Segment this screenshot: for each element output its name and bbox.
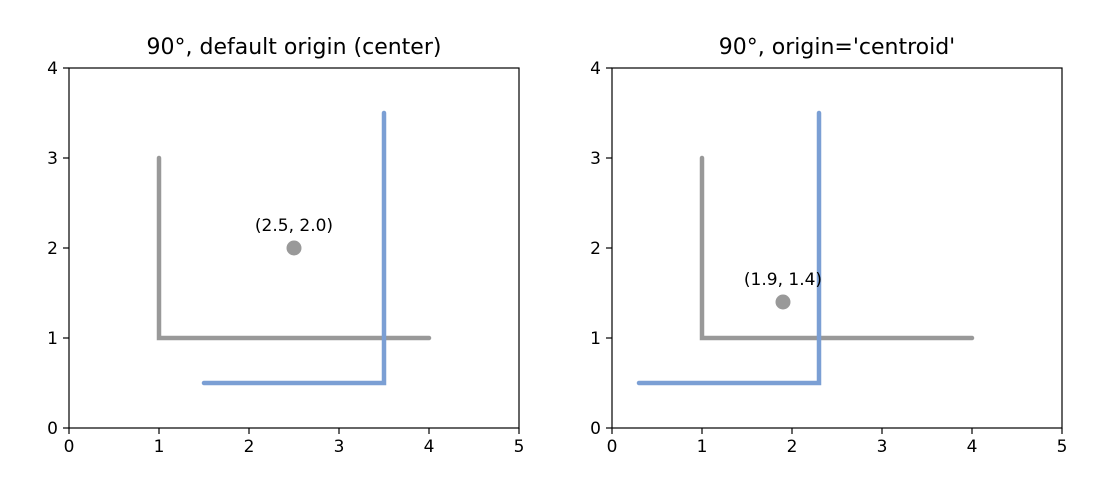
point-annotation: (2.5, 2.0) [255,216,333,236]
x-tick-label: 2 [787,437,798,457]
y-tick-label: 0 [590,419,601,439]
y-tick-label: 3 [590,149,601,169]
x-tick-label: 5 [1057,437,1068,457]
x-tick-label: 3 [877,437,888,457]
y-tick-label: 4 [590,59,601,79]
series-line-1 [156,155,432,341]
chart-panel-1: 90°, default origin (center) (2.5, 2.0) 0 1… [47,35,524,457]
centroid-point [286,240,302,256]
x-tick-label: 5 [514,437,525,457]
y-tick-label: 2 [47,239,58,259]
x-tick-label: 1 [154,437,165,457]
x-tick-label: 3 [334,437,345,457]
chart-panel-2: 90°, origin='centroid' (1.9, 1.4) 0 1 2 3 4 5 0 1… [590,35,1067,457]
x-tick-label: 4 [967,437,978,457]
y-tick-label: 2 [590,239,601,259]
y-tick-label: 4 [47,59,58,79]
axes-frame [611,67,1063,429]
chart-title: 90°, default origin (center) [147,35,442,60]
series-line-2 [636,110,822,386]
x-tick-label: 0 [64,437,75,457]
y-tick-label: 0 [47,419,58,439]
y-tick-label: 1 [47,329,58,349]
x-tick-label: 0 [607,437,618,457]
series-line-2 [201,110,387,386]
x-tick-label: 1 [697,437,708,457]
y-tick-label: 1 [590,329,601,349]
x-tick-label: 4 [424,437,435,457]
point-annotation: (1.9, 1.4) [744,270,822,290]
y-tick-label: 3 [47,149,58,169]
series-line-1 [699,155,975,341]
x-tick-label: 2 [244,437,255,457]
centroid-point [775,294,791,310]
chart-title: 90°, origin='centroid' [719,35,955,60]
